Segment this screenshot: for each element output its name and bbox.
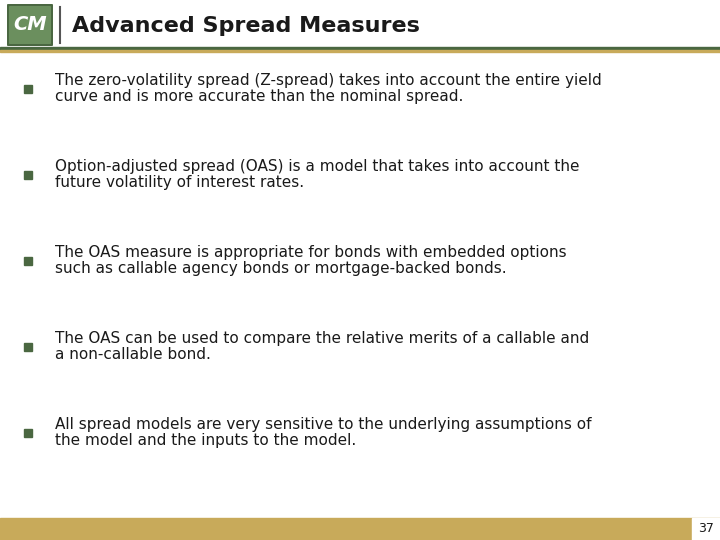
Text: The OAS measure is appropriate for bonds with embedded options: The OAS measure is appropriate for bonds… (55, 246, 567, 260)
Text: the model and the inputs to the model.: the model and the inputs to the model. (55, 433, 356, 448)
FancyBboxPatch shape (7, 4, 53, 46)
Text: a non-callable bond.: a non-callable bond. (55, 347, 211, 362)
Bar (24, 256, 32, 265)
Text: CM: CM (13, 16, 47, 35)
Text: curve and is more accurate than the nominal spread.: curve and is more accurate than the nomi… (55, 89, 464, 104)
Bar (692, 518, 720, 540)
Bar (0, 518, 720, 540)
Bar (0, 0, 720, 52)
Bar (24, 343, 32, 351)
Text: 37: 37 (698, 523, 714, 536)
Bar (24, 85, 32, 93)
Text: Advanced Spread Measures: Advanced Spread Measures (72, 16, 420, 36)
FancyBboxPatch shape (9, 6, 51, 44)
Text: All spread models are very sensitive to the underlying assumptions of: All spread models are very sensitive to … (55, 417, 592, 433)
Text: future volatility of interest rates.: future volatility of interest rates. (55, 175, 304, 190)
Text: Option-adjusted spread (OAS) is a model that takes into account the: Option-adjusted spread (OAS) is a model … (55, 159, 580, 174)
Text: The zero-volatility spread (Z-spread) takes into account the entire yield: The zero-volatility spread (Z-spread) ta… (55, 73, 602, 89)
Text: The OAS can be used to compare the relative merits of a callable and: The OAS can be used to compare the relat… (55, 332, 589, 347)
Text: such as callable agency bonds or mortgage-backed bonds.: such as callable agency bonds or mortgag… (55, 261, 507, 276)
Bar (24, 429, 32, 437)
Bar (0, 47, 720, 50)
Bar (0, 50, 720, 52)
Bar (24, 171, 32, 179)
